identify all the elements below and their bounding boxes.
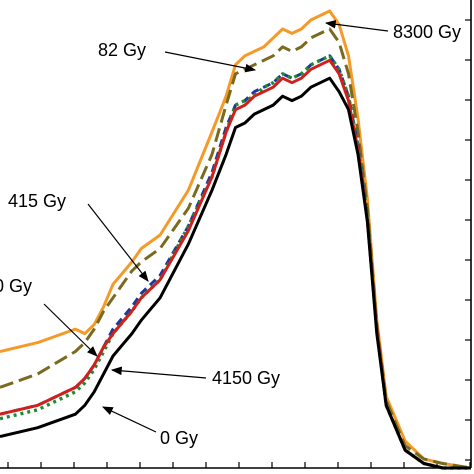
annotation-arrow [87, 203, 149, 282]
series-line-green [0, 54, 471, 470]
annotation-arrow [164, 51, 257, 73]
annotation-arrow [43, 303, 98, 357]
series-line-4150-gy [0, 58, 471, 470]
series-line-0-gy [0, 76, 471, 470]
axis-ticks [7, 19, 471, 468]
annotation-layer: 8300 Gy 82 Gy 415 Gy 0 Gy 4150 Gy 0 Gy [0, 19, 461, 448]
series-line-415-gy [0, 54, 471, 470]
annotation-arrow [110, 366, 207, 379]
annotation-label: 415 Gy [8, 191, 66, 211]
annotation-label: 4150 Gy [212, 368, 280, 388]
series-layer [0, 9, 472, 470]
annotation-arrow [102, 406, 157, 433]
annotation-label: 0 Gy [0, 276, 32, 296]
annotation-arrow [324, 19, 389, 32]
annotation-label: 8300 Gy [393, 22, 461, 42]
series-line-82-gy [0, 27, 472, 470]
annotation-label: 82 Gy [98, 40, 146, 60]
annotation-label: 0 Gy [160, 428, 198, 448]
series-line-8300-gy [0, 9, 472, 470]
